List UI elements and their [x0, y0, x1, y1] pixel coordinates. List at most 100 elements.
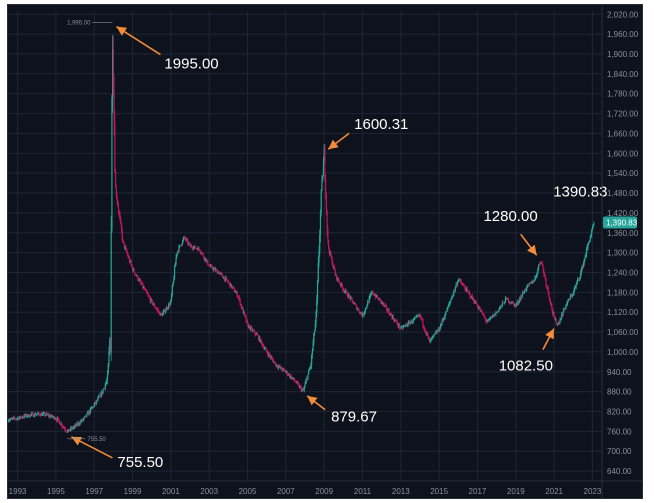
candle-body	[359, 312, 361, 313]
candle-body	[229, 282, 231, 287]
candle-body	[135, 274, 137, 276]
candle-body	[570, 295, 572, 297]
candle-body	[98, 396, 100, 398]
candle-body	[100, 394, 102, 397]
candle-body	[61, 426, 64, 428]
candle-body	[499, 306, 501, 309]
candle-body	[532, 281, 535, 282]
annotation-label: 879.67	[331, 409, 377, 426]
candle-body	[384, 305, 386, 307]
candle-body	[8, 420, 10, 422]
candle-body	[261, 342, 263, 346]
candle-body	[252, 329, 255, 331]
candle-body	[508, 302, 510, 303]
candle-body	[589, 237, 591, 242]
candle-body	[288, 374, 290, 375]
last-price-badge[interactable]	[603, 216, 637, 229]
candle-body	[369, 294, 372, 297]
candle-body	[441, 319, 443, 325]
candle-body	[102, 389, 104, 394]
candle-body	[93, 404, 95, 407]
candle-body	[351, 298, 353, 301]
candle-body	[327, 240, 330, 249]
candle-body	[538, 264, 540, 269]
candle-body	[273, 361, 275, 363]
candle-body	[47, 414, 49, 416]
candle-body	[319, 211, 322, 235]
candle-body	[67, 428, 70, 431]
candle-body	[66, 431, 68, 433]
y-tick-label: 1,120.00	[607, 308, 639, 317]
candles	[8, 35, 595, 434]
y-tick-label: 940.00	[607, 368, 632, 377]
price-chart[interactable]: 1995.00 755.50 1600.31 879.67 1280.00 1082.50…	[8, 5, 643, 499]
candle-body	[171, 294, 173, 300]
candle-body	[131, 264, 133, 267]
grid	[8, 11, 602, 481]
candle-body	[379, 298, 381, 300]
candle-body	[493, 313, 496, 317]
candle-body	[95, 402, 97, 404]
candle-body	[314, 322, 316, 331]
candle-body	[560, 319, 562, 321]
candle-body	[251, 327, 253, 331]
candle-body	[8, 420, 11, 421]
annotation-label: 1995.00	[164, 56, 218, 73]
candle-body	[463, 285, 465, 287]
candle-body	[159, 311, 161, 316]
candle-body	[191, 247, 193, 249]
candle-body	[300, 387, 302, 392]
candle-body	[219, 272, 221, 274]
candle-body	[255, 333, 257, 335]
candle-body	[263, 348, 266, 350]
candle-body	[202, 253, 204, 257]
candle-body	[567, 299, 569, 303]
candle-body	[411, 320, 413, 323]
candle-body	[507, 298, 509, 300]
candle-body	[495, 312, 497, 315]
candle-body	[18, 417, 20, 420]
candle-body	[557, 322, 560, 325]
candle-body	[62, 426, 64, 428]
candle-body	[500, 305, 502, 307]
candle-body	[456, 281, 459, 286]
candle-body	[408, 321, 410, 323]
candle-body	[371, 291, 373, 294]
candle-body	[207, 264, 210, 266]
candle-body	[184, 236, 186, 239]
candle-body	[442, 318, 445, 321]
candle-body	[454, 290, 456, 291]
candle-body	[30, 413, 33, 415]
candle-body	[227, 281, 229, 283]
candle-body	[215, 269, 217, 271]
candle-body	[535, 275, 538, 277]
candle-body	[103, 388, 106, 390]
candle-body	[403, 326, 405, 327]
annotation-arrow	[520, 233, 538, 256]
candle-body	[267, 353, 269, 356]
candle-body	[512, 302, 514, 303]
candle-body	[312, 342, 314, 351]
candle-body	[547, 287, 549, 293]
candle-body	[198, 247, 200, 250]
x-tick-label: 2007	[277, 487, 295, 496]
candle-body	[483, 314, 485, 317]
candle-body	[213, 268, 215, 270]
candle-body	[16, 417, 19, 419]
candle-body	[295, 382, 297, 383]
candle-body	[450, 299, 452, 302]
candle-body	[328, 248, 330, 254]
candle-body	[14, 417, 16, 419]
candle-body	[456, 284, 458, 286]
candle-body	[473, 301, 476, 304]
candle-body	[186, 239, 188, 241]
candle-body	[321, 179, 323, 191]
candle-body	[350, 297, 353, 299]
candle-body	[34, 413, 36, 416]
candle-body	[231, 286, 233, 288]
candle-body	[151, 299, 153, 301]
candle-body	[98, 396, 100, 398]
candle-body	[390, 313, 392, 316]
candle-body	[518, 298, 521, 302]
candle-body	[559, 319, 561, 324]
